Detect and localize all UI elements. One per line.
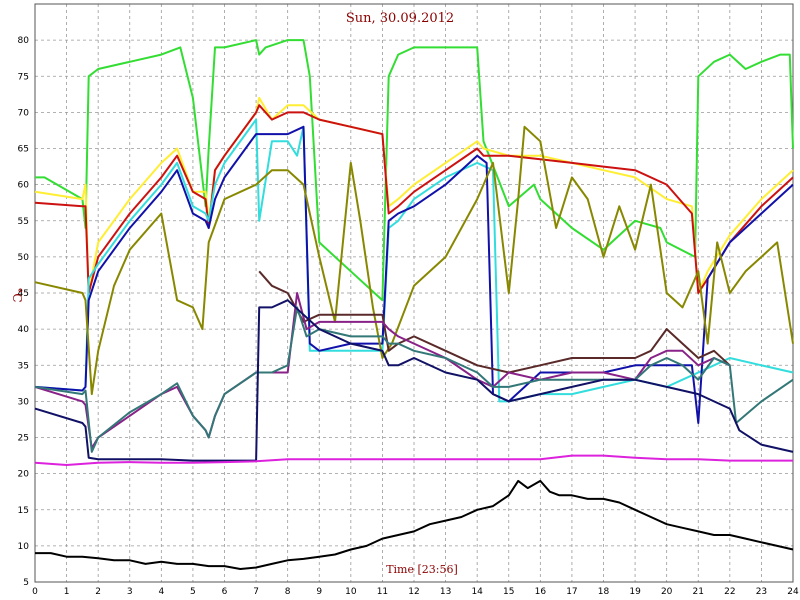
x-tick-label: 2 <box>95 587 101 597</box>
y-axis-label: °C <box>10 287 24 302</box>
x-tick-labels: 0 1 2 3 4 5 6 7 8 9 10 11 12 13 14 15 16 17 18 19 20 21 22 23 24 <box>32 587 799 597</box>
y-tick-label: 60 <box>18 181 30 191</box>
y-tick-label: 5 <box>23 578 29 588</box>
x-tick-label: 1 <box>64 587 70 597</box>
series-line-7 <box>258 270 731 374</box>
x-tick-label: 18 <box>598 587 610 597</box>
series-line-9 <box>34 306 794 453</box>
x-tick-label: 23 <box>756 587 767 597</box>
chart-title: Sun, 30.09.2012 <box>346 11 454 26</box>
y-tick-label: 10 <box>18 542 30 552</box>
series-line-3 <box>34 104 794 294</box>
series-line-10 <box>34 299 794 462</box>
plot-border <box>34 3 794 583</box>
x-tick-label: 10 <box>345 587 357 597</box>
x-tick-label: 16 <box>535 587 547 597</box>
x-tick-label: 9 <box>316 587 322 597</box>
x-tick-label: 11 <box>377 587 388 597</box>
y-tick-label: 40 <box>18 325 30 335</box>
y-tick-label: 25 <box>18 434 29 444</box>
y-tick-label: 80 <box>18 36 30 46</box>
y-tick-label: 50 <box>18 253 30 263</box>
series-line-1 <box>35 39 794 302</box>
y-tick-labels: 5 10 15 20 25 30 35 40 45 50 55 60 65 70 75 80 <box>18 36 30 588</box>
x-tick-label: 17 <box>566 587 577 597</box>
x-axis-label: Time [23:56] <box>386 563 458 576</box>
x-tick-label: 22 <box>724 587 735 597</box>
x-tick-label: 8 <box>285 587 291 597</box>
x-tick-label: 12 <box>408 587 419 597</box>
series-line-11 <box>34 454 793 466</box>
x-tick-label: 20 <box>661 587 673 597</box>
y-tick-label: 55 <box>18 217 29 227</box>
x-tick-label: 21 <box>693 587 704 597</box>
x-tick-label: 0 <box>32 587 38 597</box>
x-tick-label: 15 <box>503 587 514 597</box>
series-line-12 <box>35 479 794 570</box>
y-tick-label: 30 <box>18 397 30 407</box>
series-lines <box>34 39 794 570</box>
series-line-6 <box>34 125 794 396</box>
x-tick-label: 6 <box>222 587 228 597</box>
y-tick-label: 75 <box>18 72 29 82</box>
x-tick-label: 13 <box>440 587 451 597</box>
x-tick-label: 4 <box>158 587 164 597</box>
y-tick-label: 35 <box>18 361 29 371</box>
x-tick-label: 19 <box>629 587 641 597</box>
x-tick-label: 14 <box>471 587 483 597</box>
x-tick-label: 3 <box>127 587 133 597</box>
x-tick-label: 7 <box>253 587 259 597</box>
y-tick-label: 45 <box>18 289 29 299</box>
y-tick-label: 65 <box>18 145 29 155</box>
y-tick-label: 20 <box>18 470 30 480</box>
y-tick-label: 15 <box>18 506 29 516</box>
x-tick-label: 24 <box>787 587 799 597</box>
y-tick-label: 70 <box>18 108 30 118</box>
x-tick-label: 5 <box>190 587 196 597</box>
